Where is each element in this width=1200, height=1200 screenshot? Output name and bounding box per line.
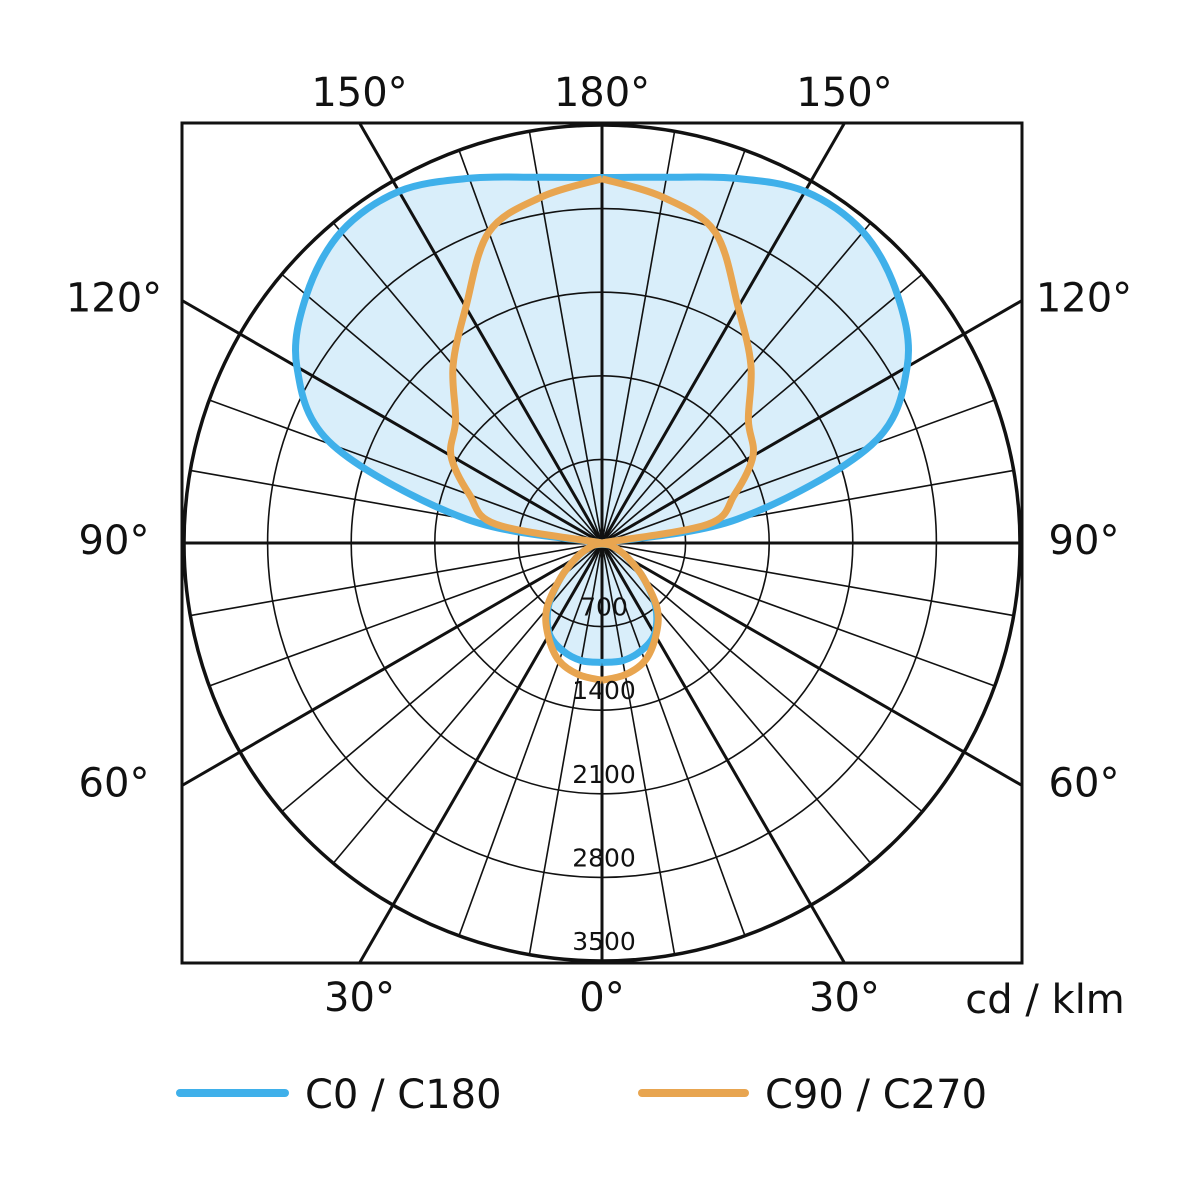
minor-spoke <box>332 542 603 864</box>
r-tick-label: 700 <box>580 593 628 622</box>
angle-tick-label: 150° <box>311 70 407 116</box>
angle-tick-label: 150° <box>796 70 892 116</box>
minor-spoke <box>601 542 746 937</box>
minor-spoke <box>208 542 603 687</box>
minor-spoke <box>190 542 603 617</box>
angle-tick-label: 90° <box>1049 518 1120 564</box>
angle-tick-label: 90° <box>79 518 150 564</box>
minor-spoke <box>601 273 923 544</box>
r-tick-label: 3500 <box>572 927 636 956</box>
minor-spoke <box>208 399 603 544</box>
legend-label: C0 / C180 <box>305 1072 502 1118</box>
r-tick-label: 2800 <box>572 843 636 872</box>
minor-spoke <box>601 542 872 864</box>
frame <box>180 121 1024 965</box>
major-spoke <box>601 299 1023 545</box>
angle-tick-label: 180° <box>554 70 650 116</box>
major-spoke <box>358 542 604 964</box>
minor-spoke <box>458 542 603 937</box>
minor-spoke <box>601 542 1014 617</box>
minor-spoke <box>281 273 603 544</box>
angle-tick-label: 60° <box>1049 760 1120 806</box>
angle-tick-label: 30° <box>324 975 395 1021</box>
legend-label: C90 / C270 <box>765 1072 987 1118</box>
angle-tick-label: 0° <box>579 975 624 1021</box>
minor-spoke <box>601 542 996 687</box>
minor-spoke <box>281 542 603 813</box>
angle-tick-label: 60° <box>79 760 150 806</box>
angle-tick-label: 120° <box>1036 276 1132 322</box>
major-spoke <box>600 542 846 964</box>
minor-spoke <box>601 399 996 544</box>
minor-spoke <box>458 149 603 544</box>
minor-spoke <box>332 222 603 544</box>
minor-spoke <box>601 542 676 955</box>
minor-spoke <box>528 542 603 955</box>
series-line <box>591 175 757 684</box>
r-tick-label: 2100 <box>572 760 636 789</box>
minor-spoke <box>601 149 746 544</box>
unit-label: cd / klm <box>965 977 1125 1023</box>
minor-spoke <box>601 542 923 813</box>
series-line <box>447 175 613 684</box>
r-tick-label: 1400 <box>572 676 636 705</box>
major-spoke <box>181 541 603 787</box>
angle-tick-label: 30° <box>809 975 880 1021</box>
major-spoke <box>601 541 1023 787</box>
major-spoke <box>181 299 603 545</box>
angle-tick-label: 120° <box>66 276 162 322</box>
minor-spoke <box>601 222 872 544</box>
